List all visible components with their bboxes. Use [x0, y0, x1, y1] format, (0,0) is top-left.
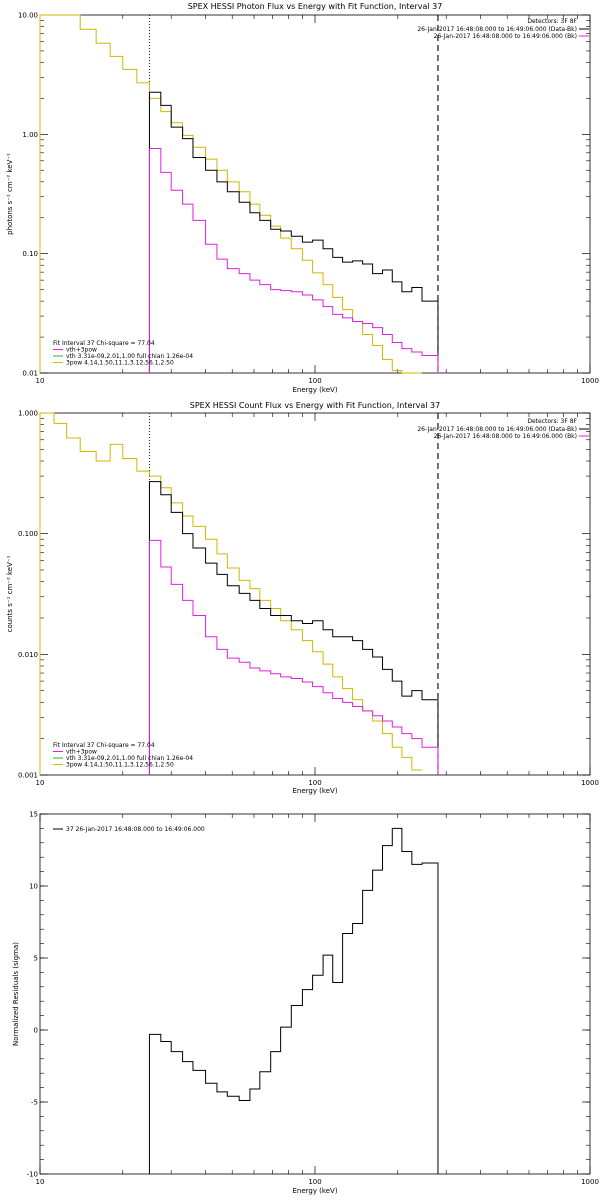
photon-flux-ytick-label: 1.00 — [22, 131, 38, 139]
residuals-ticks: 10 100 1000 -10 -5 0 5 10 15 — [27, 811, 599, 1187]
residuals-legend: 37 26-Jan-2017 16:48:08.000 to 16:49:06.… — [53, 826, 205, 833]
count-flux-ytick-label: 0.100 — [18, 530, 38, 538]
count-flux-xtick-label: 1000 — [581, 779, 599, 787]
photon-flux-panel: SPEX HESSI Photon Flux vs Energy with Fi… — [6, 2, 599, 394]
residuals-series — [148, 827, 439, 1174]
photon-flux-legend-times: 26-Jan-2017 16:48:08.000 to 16:49:06.000… — [417, 26, 589, 40]
photon-flux-legend-time-0: 26-Jan-2017 16:48:08.000 to 16:49:06.000… — [417, 26, 577, 33]
residuals-xtick-label: 10 — [36, 1178, 45, 1186]
photon-flux-xtick-label: 100 — [308, 377, 321, 385]
photon-flux-ticks: 10 100 1000 0.01 0.10 1.00 10.00 — [18, 12, 599, 386]
count-flux-xlabel: Energy (keV) — [292, 787, 337, 795]
residuals-ytick-label: 5 — [34, 955, 38, 963]
photon-flux-ytick-label: 10.00 — [18, 12, 38, 20]
count-flux-legend-fit-1: vth+3pow — [66, 749, 97, 756]
photon-flux-ytick-label: 0.01 — [22, 370, 38, 378]
count-flux-title: SPEX HESSI Count Flux vs Energy with Fit… — [190, 401, 441, 410]
residuals-ylabel: Normalized Residuals (sigma) — [12, 942, 20, 1046]
residuals-ytick-label: 15 — [29, 811, 38, 819]
residuals-xtick-label: 1000 — [581, 1178, 599, 1186]
count-flux-legend-fit-0: Fit Interval 37 Chi-square = 77.04 — [53, 742, 155, 749]
photon-flux-xtick-label: 1000 — [581, 377, 599, 385]
photon-flux-series-1 — [148, 91, 439, 373]
count-flux-legend-fit-2: vth 3.31e-09,2.01,1.00 full chian 1.26e-… — [66, 755, 193, 762]
count-flux-legend-time-0: 26-Jan-2017 16:48:08.000 to 16:49:06.000… — [417, 426, 577, 433]
photon-flux-legend-fit: Fit Interval 37 Chi-square = 77.04vth+3p… — [53, 340, 193, 367]
residuals-xtick-label: 100 — [308, 1178, 321, 1186]
count-flux-xtick-label: 10 — [36, 779, 45, 787]
count-flux-legend-times: 26-Jan-2017 16:48:08.000 to 16:49:06.000… — [417, 426, 589, 440]
count-flux-panel: SPEX HESSI Count Flux vs Energy with Fit… — [6, 401, 599, 795]
photon-flux-detectors: Detectors: 3F 8F — [527, 18, 577, 25]
count-flux-legend-fit: Fit Interval 37 Chi-square = 77.04vth+3p… — [53, 742, 193, 769]
residuals-ytick-label: 0 — [34, 1027, 38, 1035]
count-flux-xtick-label: 100 — [308, 779, 321, 787]
count-flux-ytick-label: 0.010 — [18, 651, 38, 659]
residuals-xlabel: Energy (keV) — [292, 1187, 337, 1195]
photon-flux-ytick-label: 0.10 — [22, 250, 38, 258]
photon-flux-legend-fit-2: vth 3.31e-09,2.01,1.00 full chian 1.26e-… — [66, 353, 193, 360]
count-flux-legend-fit-3: 3pow 4.14,1.50,11.1,3.12,56.1,2.50 — [66, 762, 174, 769]
photon-flux-legend-fit-1: vth+3pow — [66, 347, 97, 354]
count-flux-series-2 — [148, 539, 439, 775]
photon-flux-title: SPEX HESSI Photon Flux vs Energy with Fi… — [188, 2, 443, 11]
count-flux-detectors: Detectors: 3F 8F — [527, 418, 577, 425]
count-flux-legend-time-1: 26-Jan-2017 16:48:08.000 to 16:49:06.000… — [434, 433, 577, 440]
residuals-ytick-label: -10 — [27, 1171, 38, 1179]
count-flux-ytick-label: 1.000 — [18, 410, 38, 418]
residuals-ytick-label: -5 — [31, 1099, 38, 1107]
photon-flux-legend-fit-3: 3pow 4.14,1.50,11.1,3.12,56.1,2.50 — [66, 360, 174, 367]
photon-flux-series — [39, 14, 439, 374]
photon-flux-legend-time-1: 26-Jan-2017 16:48:08.000 to 16:49:06.000… — [434, 33, 577, 40]
photon-flux-legend-fit-0: Fit Interval 37 Chi-square = 77.04 — [53, 340, 155, 347]
photon-flux-xtick-label: 10 — [36, 377, 45, 385]
residuals-legend-fit-0: 37 26-Jan-2017 16:48:08.000 to 16:49:06.… — [66, 826, 205, 833]
residuals-ytick-label: 10 — [29, 883, 38, 891]
photon-flux-ylabel: photons s⁻¹ cm⁻² keV⁻¹ — [6, 153, 14, 235]
count-flux-series — [39, 412, 439, 775]
residuals-series-0 — [148, 827, 439, 1174]
photon-flux-xlabel: Energy (keV) — [292, 386, 337, 394]
count-flux-ylabel: counts s⁻¹ cm⁻² keV⁻¹ — [6, 555, 14, 632]
count-flux-ticks: 10 100 1000 0.001 0.010 0.100 1.000 — [18, 410, 599, 788]
residuals-panel: 10 100 1000 -10 -5 0 5 10 15 Energy (keV) Normal… — [12, 811, 599, 1196]
count-flux-ytick-label: 0.001 — [18, 772, 38, 780]
photon-flux-series-2 — [148, 148, 439, 373]
count-flux-series-1 — [148, 481, 439, 775]
